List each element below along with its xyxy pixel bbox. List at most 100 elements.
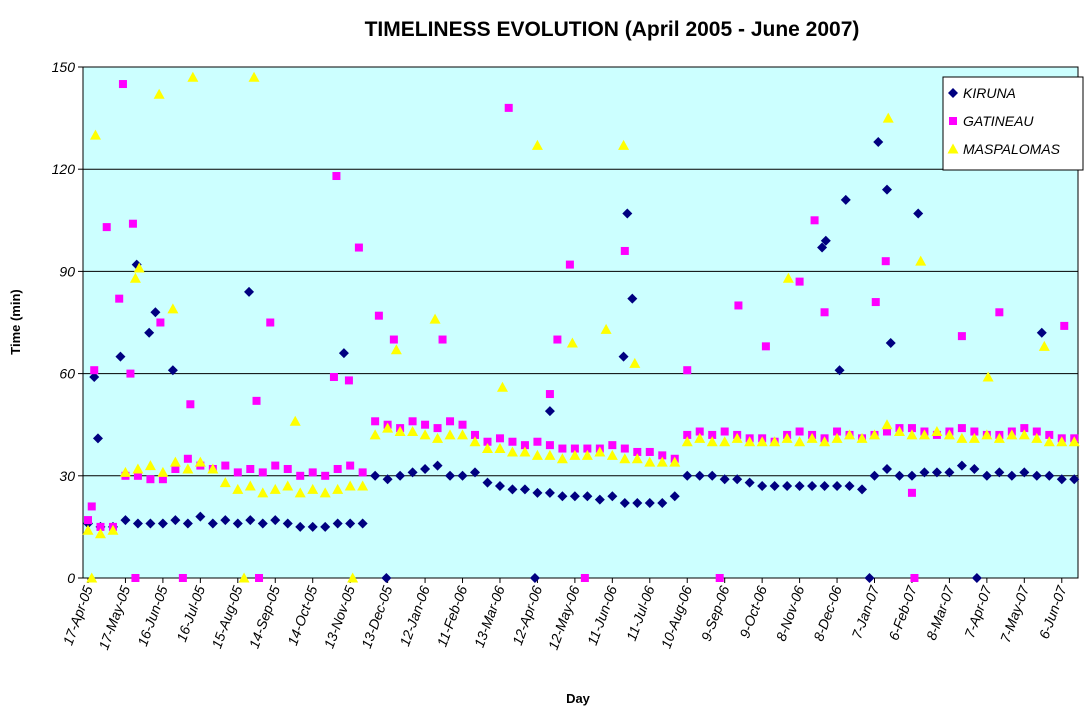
point bbox=[581, 449, 593, 460]
point bbox=[566, 337, 578, 348]
point bbox=[369, 429, 381, 440]
x-tick-label: 8-Dec-06 bbox=[810, 583, 845, 643]
point bbox=[407, 467, 418, 478]
point bbox=[533, 437, 542, 446]
point bbox=[115, 351, 126, 362]
x-tick-label: 7-Apr-07 bbox=[961, 582, 995, 640]
point bbox=[795, 277, 804, 286]
point bbox=[183, 454, 192, 463]
point bbox=[918, 429, 930, 440]
point bbox=[257, 518, 268, 529]
chart-title: TIMELINESS EVOLUTION (April 2005 - June … bbox=[365, 18, 860, 41]
point bbox=[457, 429, 469, 440]
point bbox=[607, 491, 618, 502]
point bbox=[1006, 429, 1018, 440]
point bbox=[115, 294, 124, 303]
x-tick-label: 13-Mar-06 bbox=[471, 583, 508, 649]
point bbox=[248, 71, 260, 82]
point bbox=[531, 449, 543, 460]
point bbox=[420, 463, 431, 474]
point bbox=[494, 443, 506, 454]
point bbox=[919, 467, 930, 478]
y-tick-label: 90 bbox=[59, 263, 75, 279]
point bbox=[1032, 427, 1041, 436]
point bbox=[495, 434, 504, 443]
point bbox=[504, 103, 513, 112]
point bbox=[295, 521, 306, 532]
x-tick-label: 13-Nov-05 bbox=[321, 583, 358, 650]
point bbox=[720, 427, 729, 436]
point bbox=[357, 518, 368, 529]
point bbox=[1056, 474, 1067, 485]
point bbox=[744, 477, 755, 488]
point bbox=[446, 417, 455, 426]
point bbox=[319, 487, 331, 498]
point bbox=[618, 351, 629, 362]
legend-label: MASPALOMAS bbox=[963, 141, 1061, 157]
point bbox=[132, 463, 144, 474]
point bbox=[133, 471, 142, 480]
point bbox=[629, 357, 641, 368]
point bbox=[970, 427, 979, 436]
point bbox=[1069, 474, 1080, 485]
point bbox=[494, 481, 505, 492]
point bbox=[645, 447, 654, 456]
point bbox=[894, 470, 905, 481]
point bbox=[321, 471, 330, 480]
point bbox=[158, 475, 167, 484]
point bbox=[594, 494, 605, 505]
point bbox=[107, 524, 119, 535]
point bbox=[354, 243, 363, 252]
point bbox=[320, 521, 331, 532]
point bbox=[757, 481, 768, 492]
point bbox=[732, 474, 743, 485]
y-tick-label: 120 bbox=[52, 161, 76, 177]
x-tick-label: 12-Apr-06 bbox=[509, 583, 545, 647]
point bbox=[1020, 424, 1029, 433]
point bbox=[682, 470, 693, 481]
point bbox=[1068, 436, 1080, 447]
point bbox=[266, 318, 275, 327]
x-tick-label: 11-Feb-06 bbox=[434, 583, 471, 648]
point bbox=[186, 400, 195, 409]
point bbox=[370, 470, 381, 481]
point bbox=[844, 429, 856, 440]
point bbox=[632, 498, 643, 509]
point bbox=[245, 515, 256, 526]
point bbox=[358, 468, 367, 477]
point bbox=[969, 463, 980, 474]
point bbox=[782, 481, 793, 492]
point bbox=[820, 235, 831, 246]
point bbox=[496, 381, 508, 392]
point bbox=[582, 491, 593, 502]
point bbox=[271, 461, 280, 470]
point bbox=[128, 219, 137, 228]
point bbox=[882, 112, 894, 123]
point bbox=[395, 470, 406, 481]
point bbox=[619, 453, 631, 464]
point bbox=[307, 483, 319, 494]
point bbox=[294, 487, 306, 498]
point bbox=[981, 470, 992, 481]
point bbox=[481, 443, 493, 454]
point bbox=[695, 427, 704, 436]
point bbox=[1031, 470, 1042, 481]
point bbox=[207, 463, 219, 474]
point bbox=[421, 420, 430, 429]
point bbox=[389, 335, 398, 344]
point bbox=[221, 461, 230, 470]
x-tick-label: 16-Jul-05 bbox=[173, 583, 208, 644]
point bbox=[129, 272, 141, 283]
point bbox=[133, 262, 145, 273]
point bbox=[819, 481, 830, 492]
point bbox=[153, 88, 165, 99]
point bbox=[600, 323, 612, 334]
x-tick-label: 7-May-07 bbox=[997, 582, 1033, 644]
point bbox=[644, 456, 656, 467]
point bbox=[910, 574, 919, 582]
point bbox=[708, 430, 717, 439]
point bbox=[885, 337, 896, 348]
point bbox=[120, 515, 131, 526]
point bbox=[432, 460, 443, 471]
x-tick-label: 17-Apr-05 bbox=[60, 583, 96, 647]
